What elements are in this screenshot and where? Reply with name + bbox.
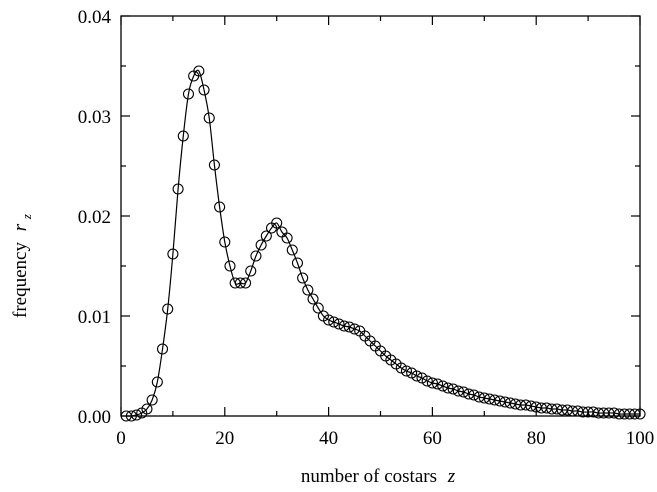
data-point: [234, 277, 246, 289]
x-tick-label: 40: [319, 428, 338, 449]
data-point: [343, 321, 355, 333]
data-point: [198, 84, 210, 96]
data-point: [504, 397, 516, 409]
data-point: [286, 244, 298, 256]
data-point: [406, 367, 418, 379]
y-tick-label: 0.04: [78, 7, 112, 28]
data-point: [260, 230, 272, 242]
data-point: [172, 183, 184, 195]
data-point: [333, 318, 345, 330]
y-axis-title-subscript: z: [19, 214, 34, 220]
data-point: [162, 303, 174, 315]
data-point: [323, 314, 335, 326]
y-tick-label: 0.01: [78, 307, 111, 328]
data-point: [182, 88, 195, 100]
data-point: [489, 394, 501, 406]
data-point: [302, 284, 314, 296]
data-point: [141, 403, 153, 415]
y-tick-label: 0.03: [78, 107, 111, 128]
data-point: [131, 409, 143, 421]
data-point: [193, 65, 205, 77]
data-point: [240, 277, 252, 289]
data-point: [203, 112, 215, 124]
data-point: [250, 250, 262, 262]
y-tick-label: 0.02: [78, 207, 111, 228]
data-point: [208, 159, 220, 171]
data-point: [483, 393, 496, 405]
data-point: [432, 378, 444, 390]
x-tick-label: 60: [423, 428, 442, 449]
x-tick-label: 80: [527, 428, 546, 449]
data-point: [447, 383, 459, 395]
data-point: [146, 394, 158, 406]
data-point: [416, 372, 428, 384]
data-point: [291, 257, 304, 269]
data-point: [437, 380, 449, 392]
data-point: [478, 392, 490, 404]
data-point: [328, 316, 340, 328]
data-point: [452, 385, 464, 397]
data-point: [224, 260, 236, 272]
data-point: [307, 293, 319, 305]
y-axis-ticks: 0.00 0.01 0.02 0.03 0.04: [78, 7, 640, 428]
data-point: [629, 408, 641, 420]
data-point: [468, 389, 480, 401]
data-point: [281, 232, 293, 244]
data-point: [271, 217, 283, 229]
y-tick-label: 0.00: [78, 407, 111, 428]
data-point: [494, 395, 506, 407]
data-point: [219, 236, 231, 248]
data-point: [214, 201, 226, 213]
data-point: [426, 377, 438, 389]
series-points-group: [120, 65, 646, 422]
x-axis-title-text: number of costars: [301, 466, 437, 487]
data-point: [245, 265, 257, 277]
data-point: [255, 239, 267, 251]
x-tick-label: 20: [215, 428, 234, 449]
x-axis-title: number of costars z: [301, 466, 456, 487]
data-point: [156, 343, 169, 355]
data-point: [125, 410, 137, 422]
data-point: [457, 386, 470, 398]
data-point: [411, 370, 423, 382]
data-point: [499, 396, 511, 408]
data-point: [348, 323, 361, 335]
data-point: [395, 362, 407, 374]
data-point: [177, 130, 189, 142]
data-point: [634, 408, 646, 420]
data-point: [473, 391, 485, 403]
data-point: [167, 248, 179, 260]
data-point: [151, 376, 163, 388]
data-point: [442, 382, 454, 394]
x-axis-ticks: 0 20 40 60 80 100: [116, 16, 654, 449]
data-point: [400, 365, 413, 377]
x-tick-label: 0: [116, 428, 126, 449]
x-tick-label: 100: [626, 428, 655, 449]
data-point: [338, 320, 350, 332]
data-point: [520, 399, 532, 411]
data-point: [297, 272, 309, 284]
data-point: [421, 375, 433, 387]
x-axis-title-variable: z: [447, 466, 456, 487]
series-line: [126, 69, 640, 417]
y-axis-title-text: frequency: [10, 242, 31, 318]
y-axis-title: frequency r z: [10, 214, 34, 318]
data-point: [463, 388, 475, 400]
y-axis-title-variable: r: [10, 223, 31, 231]
data-point: [312, 302, 324, 314]
data-point: [525, 400, 537, 412]
series-line-group: [126, 69, 640, 417]
